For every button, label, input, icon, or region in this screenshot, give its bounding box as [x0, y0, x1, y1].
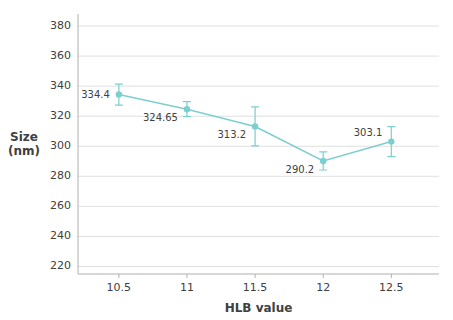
data-point	[388, 138, 394, 144]
chart-container: 220 240 260 280 300 320 340 360 380 10.5 11 11.5 12 1…	[0, 0, 453, 320]
y-tick-label: 320	[50, 109, 71, 122]
y-tick-label: 380	[50, 19, 71, 32]
grid-line	[78, 266, 439, 267]
x-tick-label: 11.5	[243, 281, 268, 294]
x-tick	[186, 274, 187, 278]
error-bar	[387, 127, 395, 157]
plot-data	[115, 84, 395, 170]
y-tick-label: 240	[50, 229, 71, 242]
data-point	[320, 158, 326, 164]
x-tick-label: 11	[180, 281, 194, 294]
x-tick	[255, 274, 256, 278]
x-axis-title: HLB value	[225, 301, 293, 315]
grid-line	[78, 236, 439, 237]
y-tick-label: 340	[50, 79, 71, 92]
data-point	[116, 91, 122, 97]
data-label: 324.65	[143, 112, 178, 123]
y-tick-label: 260	[50, 199, 71, 212]
y-grid	[78, 26, 439, 266]
error-bar	[319, 152, 327, 170]
y-tick-label: 300	[50, 139, 71, 152]
grid-line	[78, 56, 439, 57]
grid-line	[78, 86, 439, 87]
data-line	[119, 95, 391, 161]
x-axis-line	[78, 274, 439, 275]
chart-svg: 220 240 260 280 300 320 340 360 380 10.5 11 11.5 12 1…	[0, 0, 453, 320]
x-tick-label: 12.5	[379, 281, 404, 294]
y-axis-line	[78, 14, 79, 274]
y-axis-title: Size(nm)	[8, 130, 40, 158]
data-point	[184, 106, 190, 112]
y-tick-label: 220	[50, 259, 71, 272]
x-tick-label: 12	[316, 281, 330, 294]
data-label: 334.4	[81, 89, 110, 100]
data-label: 313.2	[217, 129, 246, 140]
data-point	[252, 123, 258, 129]
error-bar	[115, 84, 123, 105]
grid-line	[78, 26, 439, 27]
x-tick	[323, 274, 324, 278]
x-tick-label: 10.5	[107, 281, 132, 294]
error-bar	[251, 107, 259, 146]
x-tick	[118, 274, 119, 278]
y-tick-label: 280	[50, 169, 71, 182]
data-label: 290.2	[286, 164, 315, 175]
data-label: 303.1	[354, 127, 383, 138]
grid-line	[78, 176, 439, 177]
error-bar	[183, 102, 191, 117]
grid-line	[78, 206, 439, 207]
grid-line	[78, 116, 439, 117]
x-tick	[391, 274, 392, 278]
y-tick-label: 360	[50, 49, 71, 62]
